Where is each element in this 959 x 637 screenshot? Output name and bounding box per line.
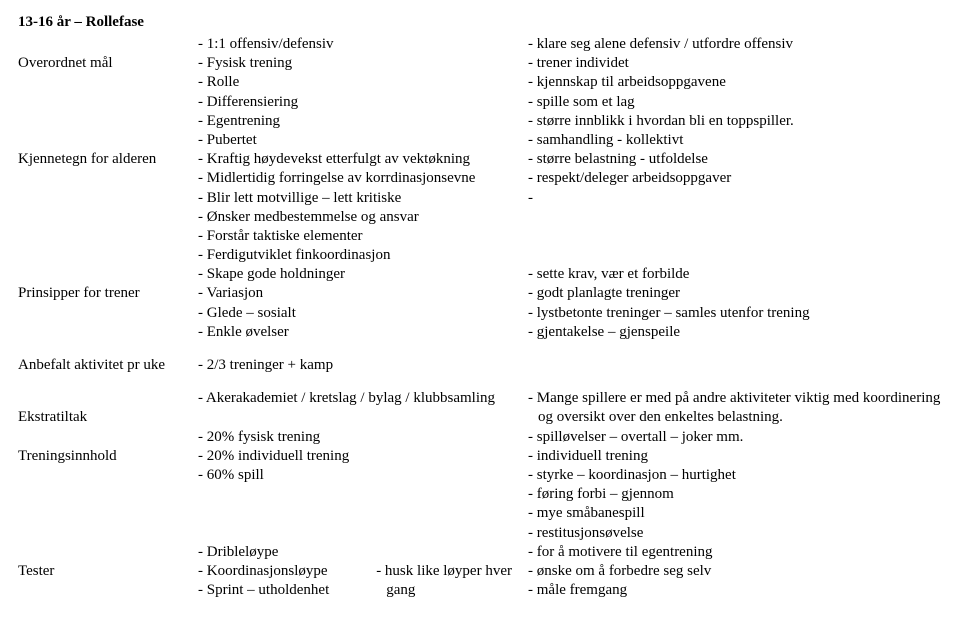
mid-overordnet-3: - Differensiering [198,93,528,112]
right-kjennetegn-1: - større belastning - utfoldelse [528,150,941,169]
label-ekstratiltak: Ekstratiltak [18,408,198,427]
right-treningsinnhold-1: - individuell trening [528,447,941,466]
right-kjennetegn-3: - [528,189,941,208]
row-ekstratiltak: Ekstratiltak - Akerakademiet / kretslag … [18,389,941,427]
blank [18,543,198,562]
blank [18,428,198,447]
page-title: 13-16 år – Rollefase [18,14,941,31]
midR-tester-0 [376,543,528,562]
right-tester-2: - måle fremgang [528,581,941,600]
right-overordnet-1: - trener individet [528,54,941,73]
row-overordnet: Overordnet mål - 1:1 offensiv/defensiv -… [18,35,941,131]
mid-ekstratiltak-0: - Akerakademiet / kretslag / bylag / klu… [198,389,528,408]
mid-kjennetegn-3: - Blir lett motvillige – lett kritiske [198,189,528,208]
label-anbefalt: Anbefalt aktivitet pr uke [18,356,198,375]
midL-tester-0: - Dribleløype [198,543,376,562]
row-anbefalt: Anbefalt aktivitet pr uke - 2/3 treninge… [18,356,941,375]
blank [18,35,198,54]
right-prinsipper-2: - lystbetonte treninger – samles utenfor… [528,304,941,323]
blank [18,131,198,150]
mid-prinsipper-3: - Enkle øvelser [198,323,528,342]
row-tester: Tester - Dribleløype - Koordinasjonsløyp… [18,543,941,620]
label-prinsipper: Prinsipper for trener [18,284,198,303]
right-overordnet-2: - kjennskap til arbeidsoppgavene [528,73,941,92]
mid-kjennetegn-5: - Forstår taktiske elementer [198,227,528,246]
right-treningsinnhold-0: - spilløvelser – overtall – joker mm. [528,428,941,447]
label-overordnet: Overordnet mål [18,54,198,73]
right-tester-1: - ønske om å forbedre seg selv [528,562,941,581]
midL-tester-1: - Koordinasjonsløype [198,562,376,581]
mid-kjennetegn-4: - Ønsker medbestemmelse og ansvar [198,208,528,227]
midL-tester-2: - Sprint – utholdenhet [198,581,376,600]
right-treningsinnhold-3: - føring forbi – gjennom [528,485,941,504]
right-tester-0: - for å motivere til egentrening [528,543,941,562]
right-prinsipper-3: - gjentakelse – gjenspeile [528,323,941,342]
mid-treningsinnhold-0: - 20% fysisk trening [198,428,528,447]
right-overordnet-0: - klare seg alene defensiv / utfordre of… [528,35,941,54]
right-kjennetegn-2: - respekt/deleger arbeidsoppgaver [528,169,941,188]
content-table: Overordnet mål - 1:1 offensiv/defensiv -… [18,35,941,619]
mid-prinsipper-0: - Skape gode holdninger [198,265,528,284]
right-treningsinnhold-5: - restitusjonsøvelse [528,524,941,543]
mid-kjennetegn-0: - Pubertet [198,131,528,150]
mid-kjennetegn-6: - Ferdigutviklet finkoordinasjon [198,246,528,265]
mid-treningsinnhold-1: - 20% individuell trening [198,447,528,466]
label-tester: Tester [18,562,198,581]
mid-treningsinnhold-2: - 60% spill [198,466,528,485]
right-ekstratiltak-0: - Mange spillere er med på andre aktivit… [528,389,941,427]
right-treningsinnhold-4: - mye småbanespill [528,504,941,523]
mid-kjennetegn-2: - Midlertidig forringelse av korrdinasjo… [198,169,528,188]
midR-tester-1: - husk like løyper hver gang [376,562,528,600]
label-kjennetegn: Kjennetegn for alderen [18,150,198,169]
label-treningsinnhold: Treningsinnhold [18,447,198,466]
right-prinsipper-1: - godt planlagte treninger [528,284,941,303]
mid-overordnet-2: - Rolle [198,73,528,92]
right-overordnet-3: - spille som et lag [528,93,941,112]
right-overordnet-4: - større innblikk i hvordan bli en topps… [528,112,941,131]
blank [18,389,198,408]
mid-overordnet-4: - Egentrening [198,112,528,131]
mid-prinsipper-1: - Variasjon [198,284,528,303]
mid-kjennetegn-1: - Kraftig høydevekst etterfulgt av vektø… [198,150,528,169]
mid-overordnet-1: - Fysisk trening [198,54,528,73]
mid-overordnet-0: - 1:1 offensiv/defensiv [198,35,528,54]
right-treningsinnhold-2: - styrke – koordinasjon – hurtighet [528,466,941,485]
row-prinsipper: Prinsipper for trener - Skape gode holdn… [18,265,941,342]
blank [18,265,198,284]
right-kjennetegn-0: - samhandling - kollektivt [528,131,941,150]
mid-anbefalt-0: - 2/3 treninger + kamp [198,356,528,375]
right-prinsipper-0: - sette krav, vær et forbilde [528,265,941,284]
row-kjennetegn: Kjennetegn for alderen - Pubertet - Kraf… [18,131,941,265]
row-treningsinnhold: Treningsinnhold - 20% fysisk trening - 2… [18,428,941,543]
mid-prinsipper-2: - Glede – sosialt [198,304,528,323]
